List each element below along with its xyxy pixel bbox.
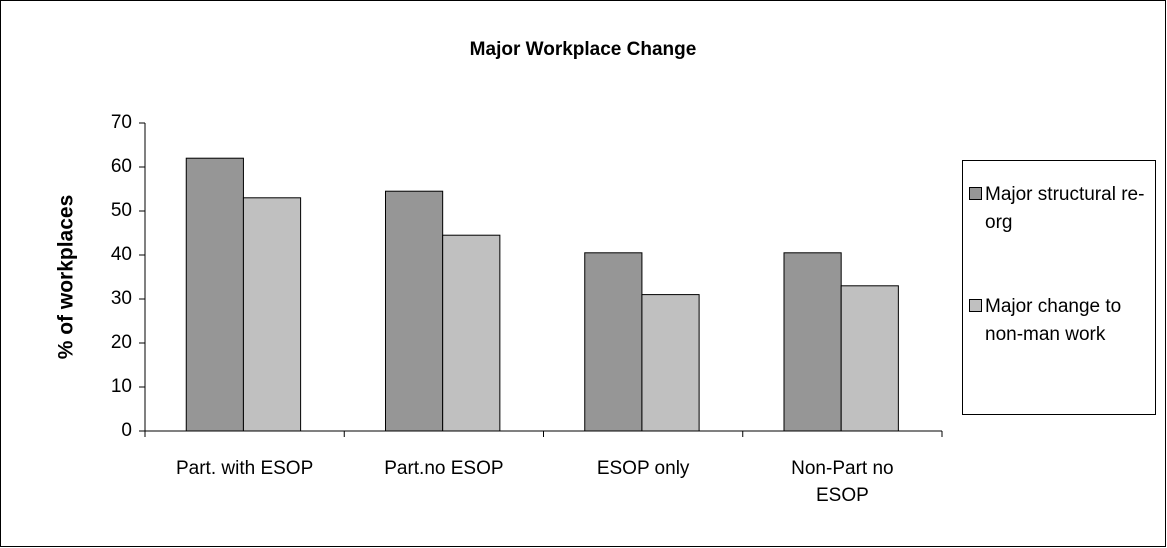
legend-swatch	[969, 299, 982, 312]
bar	[384, 190, 444, 432]
x-tick-label: Non-Part no ESOP	[791, 458, 894, 506]
bar	[442, 234, 501, 432]
y-tick-label: 70	[111, 112, 132, 133]
x-tick-label: ESOP only	[596, 458, 690, 479]
legend-label: Major structural re-org	[985, 184, 1145, 233]
y-tick-label: 60	[111, 156, 132, 177]
y-tick-label: 40	[111, 244, 132, 265]
y-tick-label: 50	[111, 200, 132, 221]
y-tick-label: 10	[111, 376, 132, 397]
chart-title: Major Workplace Change	[470, 39, 697, 60]
x-tick-label: Part. with ESOP	[175, 458, 314, 479]
bar	[840, 285, 899, 432]
bar	[584, 252, 643, 432]
legend-swatch	[969, 187, 982, 200]
bar	[185, 157, 244, 432]
y-axis-title: % of workplaces	[55, 195, 78, 360]
legend-item: Major structural re-org	[969, 181, 1154, 237]
legend: Major structural re-org Major change to n…	[962, 160, 1156, 415]
y-tick-label: 30	[111, 288, 132, 309]
y-tick-label: 0	[121, 420, 132, 441]
legend-label: Major change to non-man work	[985, 296, 1122, 345]
y-tick-label: 20	[111, 332, 132, 353]
bar	[641, 294, 700, 432]
x-tick-label: Part.no ESOP	[384, 458, 504, 479]
bar	[242, 197, 302, 432]
legend-item: Major change to non-man work	[969, 293, 1154, 349]
bar	[783, 252, 842, 432]
